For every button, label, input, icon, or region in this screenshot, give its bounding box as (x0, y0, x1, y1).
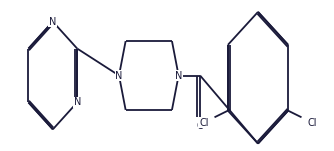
Text: N: N (73, 97, 81, 107)
Text: Cl: Cl (199, 118, 208, 128)
Text: N: N (175, 71, 182, 80)
Text: N: N (115, 71, 123, 80)
Text: Cl: Cl (308, 118, 317, 128)
Text: O: O (196, 121, 204, 131)
Text: N: N (49, 17, 56, 27)
